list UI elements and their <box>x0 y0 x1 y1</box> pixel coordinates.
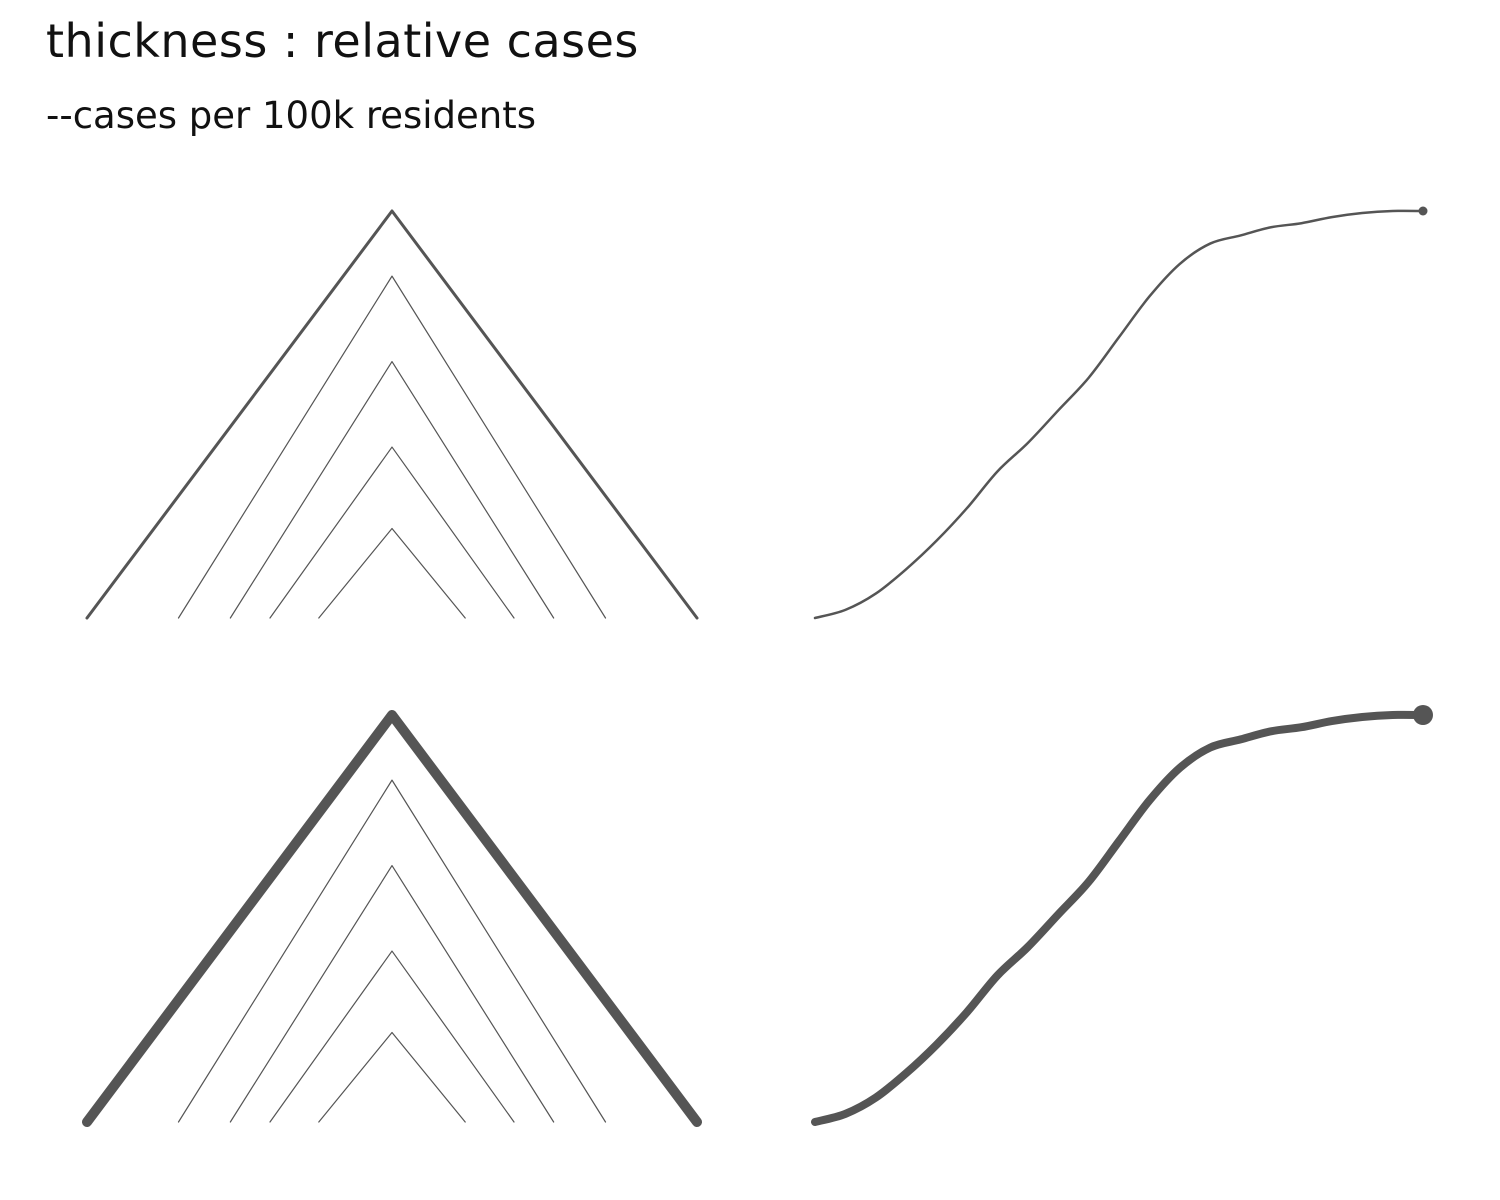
triangle-line-2 <box>177 275 607 619</box>
triangle-line-3 <box>229 360 555 619</box>
triangle-line-1 <box>82 710 702 1127</box>
triangle-line-5 <box>318 527 466 619</box>
cumulative-curve-top <box>813 206 1428 620</box>
triangle-line-3 <box>229 864 555 1123</box>
cumulative-curve-bottom <box>811 705 1433 1126</box>
triangle-line-1 <box>85 209 699 620</box>
chart-title: thickness : relative cases <box>46 14 639 68</box>
series-line <box>811 710 1427 1126</box>
series-end-point <box>1413 705 1433 725</box>
triangle-line-2 <box>177 779 607 1123</box>
chart-panels <box>82 206 1433 1127</box>
series-line <box>813 209 1425 620</box>
triangle-line-5 <box>318 1031 466 1123</box>
triangle-line-4 <box>269 950 515 1123</box>
chart-subtitle: --cases per 100k residents <box>46 94 537 137</box>
series-end-point <box>1418 206 1428 216</box>
nested-triangles-top <box>85 209 699 620</box>
nested-triangles-bottom <box>82 710 702 1127</box>
triangle-line-4 <box>269 446 515 619</box>
